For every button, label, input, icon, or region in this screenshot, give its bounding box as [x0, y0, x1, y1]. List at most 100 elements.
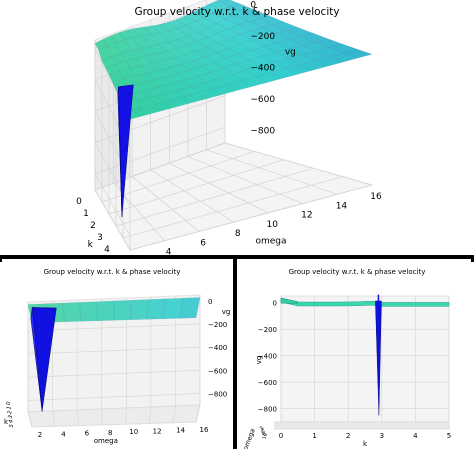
divider-horizontal	[0, 255, 474, 259]
bl-surface-patch	[62, 302, 82, 322]
top-grid-omega	[131, 176, 200, 232]
bl-surface-patch	[96, 300, 115, 321]
top-ztick: 0	[250, 1, 256, 11]
top-ztick: −200	[250, 32, 275, 42]
bl-surface-patch	[179, 297, 201, 319]
bl-grid-vg	[27, 323, 201, 332]
br-pane-floor	[274, 421, 450, 430]
bl-xtick: 2	[38, 431, 42, 439]
bl-grid-vg	[27, 369, 201, 378]
br-ytick: −200	[258, 326, 277, 334]
bl-ztick: −200	[208, 321, 227, 329]
top-grid-vg	[94, 95, 226, 143]
br-xtick: 0	[279, 432, 283, 440]
top-grid-k	[108, 159, 284, 215]
bl-xtick: 14	[176, 427, 185, 435]
bl-surface-patch	[163, 298, 183, 319]
br-xtick: 2	[346, 432, 350, 440]
top-grid-omega	[206, 149, 338, 195]
top-grid-vg	[94, 174, 131, 236]
bl-ytick: 3	[7, 414, 14, 420]
chart-bottom-left: Group velocity w.r.t. k & phase velocity…	[0, 262, 233, 449]
top-ztick: −400	[250, 63, 275, 73]
chart-bottom-left-svg: Group velocity w.r.t. k & phase velocity…	[4, 268, 231, 445]
br-ztick: 8	[261, 432, 268, 437]
br-xtick: 3	[380, 432, 384, 440]
bl-grid-omega	[148, 406, 152, 424]
top-ytick: 2	[90, 221, 96, 231]
bl-ztick: −800	[208, 390, 227, 398]
bl-xtick: 6	[85, 430, 90, 438]
bl-grid-omega	[52, 410, 56, 427]
br-xtick: 5	[447, 432, 451, 440]
bl-grid-omega	[101, 408, 103, 425]
top-grid-omega	[187, 156, 303, 204]
bl-grid-omega	[27, 411, 33, 428]
br-xlabel: k	[363, 440, 368, 448]
top-xlabel: omega	[255, 237, 286, 247]
bl-xtick: 10	[129, 428, 138, 436]
top-title: Group velocity w.r.t. k & phase velocity	[134, 6, 339, 18]
bl-xtick: 4	[61, 430, 66, 438]
bl-grid-omega	[76, 409, 80, 426]
top-xtick: 14	[336, 201, 348, 211]
bl-surface-patch	[113, 300, 132, 321]
top-xtick: 8	[235, 229, 241, 239]
top-grid-k	[122, 176, 343, 239]
br-ztick: 6	[260, 430, 267, 435]
br-ztick: 4	[260, 427, 267, 432]
br-ztick: 2	[259, 425, 266, 430]
br-surface-left	[280, 297, 298, 304]
bl-xtick: 12	[153, 427, 162, 435]
br-xtick: 1	[312, 432, 316, 440]
bl-ylabel: k	[4, 418, 9, 426]
top-xtick: 12	[301, 211, 312, 221]
bl-title: Group velocity w.r.t. k & phase velocity	[44, 268, 181, 276]
bl-ztick: −400	[208, 344, 227, 352]
top-grid-omega	[94, 189, 131, 251]
bl-ztick: −600	[208, 367, 227, 375]
top-ztick: −800	[250, 126, 275, 136]
top-grid-k	[101, 151, 255, 203]
br-ytick: 0	[273, 300, 277, 308]
top-zlabel: vg	[285, 48, 296, 58]
bl-surface-patch	[146, 298, 166, 320]
bl-ytick: 1	[6, 405, 13, 410]
bl-xtick: 16	[200, 426, 209, 434]
top-grid-vg	[94, 142, 131, 207]
bl-grid-omega	[125, 407, 127, 425]
top-ytick: 0	[76, 197, 82, 207]
top-grid-omega	[150, 169, 234, 223]
br-zlabel: omega	[242, 427, 257, 449]
bl-grid-omega	[172, 405, 176, 423]
bl-zlabel: vg	[222, 308, 231, 316]
bl-xlabel: omega	[94, 437, 118, 445]
bl-ytick: 5	[9, 423, 16, 429]
chart-bottom-right: Group velocity w.r.t. k & phase velocity…	[241, 262, 474, 449]
br-ytick: −800	[258, 406, 277, 414]
br-ztick: 10	[261, 433, 269, 441]
bl-xtick: 8	[108, 429, 112, 437]
bl-ytick: 2	[7, 410, 14, 415]
top-ytick: 1	[83, 209, 89, 219]
top-xtick: 16	[370, 192, 382, 202]
top-xtick: 6	[200, 238, 206, 248]
bl-ztick: 0	[208, 298, 212, 306]
top-surface-patch	[342, 49, 373, 59]
bl-ytick: 4	[8, 419, 15, 425]
top-spike-side	[117, 86, 123, 217]
br-ytick: −600	[258, 379, 277, 387]
br-pane-back	[280, 295, 450, 423]
bl-grid-vg	[27, 393, 201, 401]
top-ylabel: k	[88, 240, 94, 250]
br-ytick: −400	[258, 353, 277, 361]
bl-ytick: 0	[6, 401, 13, 407]
top-grid-vg	[94, 126, 226, 175]
top-xtick: 10	[267, 220, 279, 230]
top-ztick: −600	[250, 95, 275, 105]
br-title: Group velocity w.r.t. k & phase velocity	[289, 268, 426, 276]
top-grid-k	[115, 167, 314, 227]
bl-grid-omega	[195, 404, 201, 423]
br-xtick: 4	[413, 432, 418, 440]
bl-surface-patch	[79, 301, 98, 322]
